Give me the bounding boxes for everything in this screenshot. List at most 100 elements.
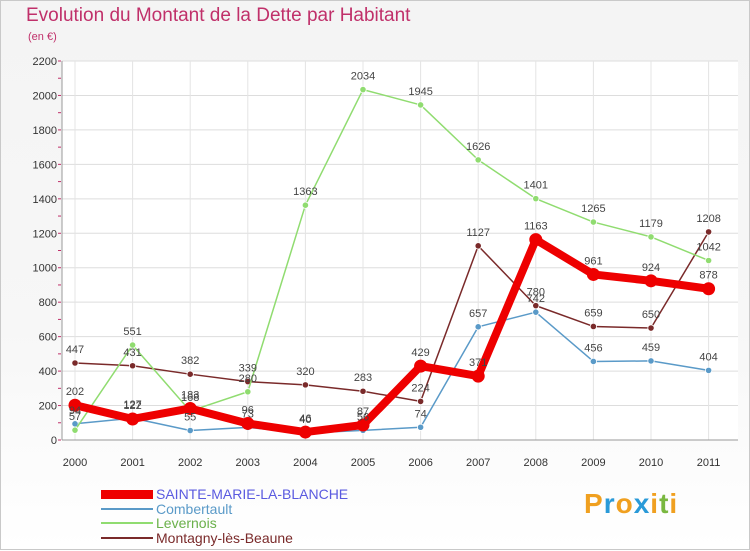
data-point (474, 323, 482, 331)
data-point (241, 416, 255, 430)
data-label: 1179 (639, 218, 663, 230)
data-point (129, 341, 137, 349)
data-label: 456 (584, 342, 602, 354)
y-tick-label: 800 (39, 297, 57, 309)
data-label: 1163 (524, 221, 548, 233)
data-label: 2034 (351, 71, 375, 83)
legend-item: SAINTE-MARIE-LA-BLANCHE (101, 486, 348, 502)
data-label: 382 (181, 355, 199, 367)
data-point (244, 388, 252, 396)
y-tick-label: 1200 (33, 228, 57, 240)
legend-item: Combertault (101, 501, 232, 517)
data-label: 74 (414, 408, 426, 420)
logo-letter: i (669, 488, 679, 519)
data-label: 961 (584, 255, 602, 267)
data-point (586, 267, 600, 281)
data-point (474, 242, 482, 250)
x-tick-label: 2006 (408, 457, 432, 469)
data-point (647, 324, 655, 332)
data-point (529, 233, 543, 247)
y-tick-label: 1000 (33, 263, 57, 275)
y-tick-label: 2200 (33, 56, 57, 68)
data-point (474, 156, 482, 164)
data-label: 56 (357, 411, 369, 423)
data-label: 87 (357, 406, 369, 418)
data-label: 924 (642, 262, 660, 274)
data-label: 224 (411, 382, 429, 394)
data-point (301, 381, 309, 389)
data-label: 1042 (696, 241, 720, 253)
data-point (68, 398, 82, 412)
data-label: 459 (642, 342, 660, 354)
y-tick-label: 200 (39, 401, 57, 413)
data-label: 183 (181, 389, 199, 401)
logo-letter: r (603, 488, 616, 519)
data-label: 73 (242, 408, 254, 420)
chart-subtitle: (en €) (28, 31, 57, 43)
data-label: 1401 (524, 180, 548, 192)
data-label: 878 (699, 270, 717, 282)
data-label: 551 (123, 326, 141, 338)
data-point (356, 418, 370, 432)
data-label: 96 (242, 404, 254, 416)
x-tick-label: 2000 (63, 457, 87, 469)
x-tick-label: 2005 (351, 457, 375, 469)
data-point (71, 426, 79, 434)
data-point (647, 357, 655, 365)
data-label: 404 (699, 351, 717, 363)
data-point (359, 387, 367, 395)
data-label: 55 (184, 412, 196, 424)
data-point (71, 359, 79, 367)
logo-letter: t (659, 488, 670, 519)
data-label: 57 (69, 411, 81, 423)
legend-label: SAINTE-MARIE-LA-BLANCHE (156, 486, 349, 502)
data-label: 168 (181, 392, 199, 404)
data-label: 339 (239, 363, 257, 375)
x-tick-label: 2007 (466, 457, 490, 469)
series-line-2 (74, 88, 710, 431)
series-line-1 (74, 311, 710, 434)
data-point (186, 426, 194, 435)
data-point (532, 308, 540, 316)
data-label: 447 (66, 344, 84, 356)
y-tick-label: 0 (51, 435, 57, 447)
series-line-0 (71, 235, 713, 437)
legend-label: Montagny-lès-Beaune (156, 530, 293, 546)
data-label: 127 (123, 399, 141, 411)
data-point (301, 201, 309, 209)
data-point (704, 366, 713, 375)
data-point (644, 274, 658, 288)
x-tick-label: 2002 (178, 457, 202, 469)
x-tick-label: 2003 (236, 457, 260, 469)
legend-swatch (101, 522, 153, 524)
logo-letter: x (633, 488, 651, 519)
x-tick-label: 2008 (524, 457, 548, 469)
data-point (704, 256, 713, 265)
logo-letter: o (615, 488, 634, 519)
plot-area (62, 61, 738, 440)
data-point (589, 357, 598, 366)
data-point (647, 233, 655, 241)
data-label: 429 (411, 347, 429, 359)
y-tick-label: 1800 (33, 125, 57, 137)
data-label: 202 (66, 386, 84, 398)
x-tick-label: 2009 (581, 457, 605, 469)
data-point (359, 85, 367, 94)
x-tick-label: 2011 (697, 457, 721, 469)
data-point (186, 370, 194, 378)
data-point (471, 369, 485, 383)
chart-title: Evolution du Montant de la Dette par Hab… (26, 5, 411, 26)
y-tick-label: 1600 (33, 159, 57, 171)
legend-label: Combertault (156, 501, 233, 517)
legend-item: Montagny-lès-Beaune (101, 530, 293, 546)
data-label: 742 (527, 293, 545, 305)
x-tick-label: 2004 (293, 457, 317, 469)
data-label: 283 (354, 372, 372, 384)
data-point (532, 195, 540, 203)
data-label: 46 (299, 413, 311, 425)
legend-label: Levernois (156, 515, 217, 531)
data-label: 1208 (696, 213, 720, 225)
data-point (702, 282, 716, 296)
